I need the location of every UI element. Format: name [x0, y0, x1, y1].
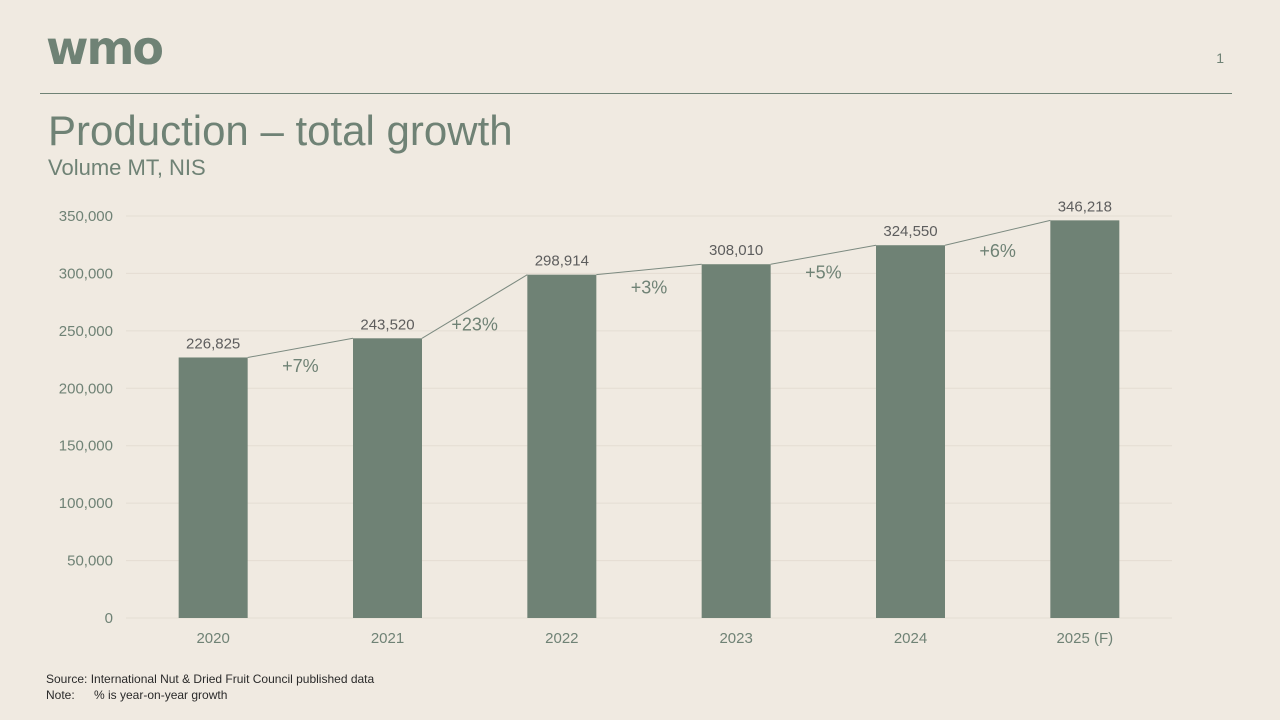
data-labels: 226,825 243,520 298,914 308,010 324,550 346,2… [186, 198, 1112, 352]
y-tick-label: 0 [105, 610, 113, 627]
slide-subtitle: Volume MT, NIS [48, 155, 206, 180]
y-axis-tick-labels: 0 50,000 100,000 150,000 200,000 250,000 300,0… [59, 208, 113, 627]
growth-label: +7% [282, 356, 319, 376]
bar-value-label: 324,550 [883, 223, 937, 240]
growth-connector-line [421, 274, 528, 339]
y-tick-label: 250,000 [59, 323, 113, 340]
note-text: % is year-on-year growth [94, 688, 228, 702]
y-tick-label: 300,000 [59, 265, 113, 282]
production-bar-chart: 0 50,000 100,000 150,000 200,000 250,000 300,0… [59, 198, 1172, 647]
x-tick-label: 2022 [545, 630, 578, 647]
growth-label: +23% [451, 314, 498, 334]
footer: Source: International Nut & Dried Fruit … [46, 671, 374, 703]
bar [701, 264, 771, 618]
bar-value-label: 298,914 [535, 253, 589, 270]
x-tick-label: 2023 [719, 630, 752, 647]
page-number: 1 [1216, 50, 1224, 66]
y-tick-label: 50,000 [67, 553, 113, 570]
slide-title: Production – total growth [48, 107, 513, 154]
gridlines [126, 215, 1172, 619]
growth-connector-line [596, 263, 702, 276]
note-label: Note: [46, 688, 75, 702]
note-row: Note: % is year-on-year growth [46, 687, 374, 703]
bar [353, 338, 422, 618]
bar-value-label: 226,825 [186, 335, 240, 352]
header-divider [40, 93, 1232, 94]
bar-value-label: 308,010 [709, 242, 763, 259]
growth-label: +6% [979, 241, 1016, 261]
bar [178, 357, 248, 618]
x-tick-label: 2020 [196, 630, 229, 647]
bar [1050, 220, 1120, 618]
y-tick-label: 100,000 [59, 495, 113, 512]
y-tick-label: 200,000 [59, 380, 113, 397]
bar [527, 274, 597, 618]
growth-connector-line [770, 244, 877, 265]
bar [876, 245, 945, 618]
growth-connectors: +7% +23% +3% +5% +6% [247, 219, 1051, 376]
growth-connector-line [247, 337, 354, 358]
bar-value-label: 346,218 [1058, 198, 1112, 215]
bar-value-label: 243,520 [360, 316, 414, 333]
x-axis-tick-labels: 2020 2021 2022 2023 2024 2025 (F) [196, 630, 1113, 647]
growth-label: +5% [805, 263, 842, 283]
x-tick-label: 2024 [894, 630, 927, 647]
bars [178, 220, 1120, 618]
source-note: Source: International Nut & Dried Fruit … [46, 672, 375, 686]
x-tick-label: 2025 (F) [1056, 630, 1113, 647]
y-tick-label: 350,000 [59, 208, 113, 225]
y-tick-label: 150,000 [59, 438, 113, 455]
growth-label: +3% [631, 277, 668, 297]
growth-connector-line [944, 219, 1051, 246]
wmo-logo: wmo [46, 21, 164, 75]
x-tick-label: 2021 [371, 630, 404, 647]
